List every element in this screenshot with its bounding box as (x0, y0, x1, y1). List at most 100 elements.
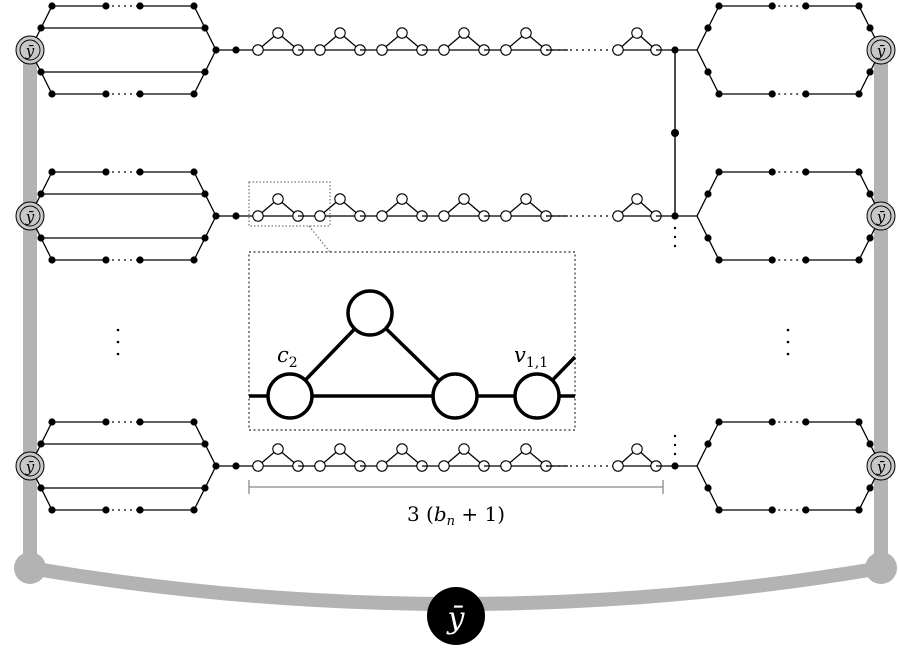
open-node (252, 44, 264, 56)
solid-node (866, 68, 874, 76)
solid-node (102, 256, 110, 264)
width-label: 3 (bn + 1) (407, 502, 505, 529)
open-node (272, 193, 284, 205)
solid-node (802, 90, 810, 98)
open-node (314, 210, 326, 222)
solid-node (232, 462, 240, 470)
solid-node (866, 440, 874, 448)
solid-node (802, 256, 810, 264)
solid-node (48, 256, 56, 264)
width-bracket (248, 480, 664, 494)
open-node (314, 44, 326, 56)
solid-node (855, 418, 863, 426)
solid-node (190, 168, 198, 176)
solid-node (768, 90, 776, 98)
solid-node (671, 462, 679, 470)
solid-node (48, 90, 56, 98)
solid-node (768, 168, 776, 176)
zoom-node-c2 (266, 372, 314, 420)
solid-node (768, 418, 776, 426)
solid-node (866, 190, 874, 198)
solid-node (136, 418, 144, 426)
zoom-source-box (248, 181, 331, 227)
open-node (520, 27, 532, 39)
open-node (396, 443, 408, 455)
solid-node (704, 440, 712, 448)
solid-node (136, 506, 144, 514)
solid-node (855, 90, 863, 98)
solid-node (48, 2, 56, 10)
solid-node (102, 168, 110, 176)
open-node (376, 44, 388, 56)
y-bar-hub-label: ȳ (446, 601, 466, 636)
hub-corner-left (14, 552, 46, 584)
y-bar-label: ȳ (25, 458, 35, 476)
solid-node (768, 2, 776, 10)
y-bar-label: ȳ (876, 42, 886, 60)
connector-node (671, 129, 679, 137)
zoom-node-apex (346, 289, 394, 337)
open-node (631, 27, 643, 39)
open-node (376, 460, 388, 472)
y-bar-label: ȳ (876, 208, 886, 226)
c2-label: c2 (277, 343, 298, 371)
open-node (520, 443, 532, 455)
open-node (334, 443, 346, 455)
solid-node (190, 418, 198, 426)
open-node (612, 210, 624, 222)
open-node (272, 443, 284, 455)
solid-node (190, 90, 198, 98)
zoom-node-v11 (513, 372, 561, 420)
solid-node (802, 168, 810, 176)
open-node (612, 44, 624, 56)
open-node (376, 210, 388, 222)
solid-node (704, 234, 712, 242)
solid-node (48, 418, 56, 426)
open-node (252, 210, 264, 222)
solid-node (136, 168, 144, 176)
open-node (520, 193, 532, 205)
solid-node (802, 2, 810, 10)
solid-node (866, 484, 874, 492)
solid-node (715, 506, 723, 514)
v11-label: v1,1 (514, 343, 548, 371)
open-node (334, 193, 346, 205)
solid-node (190, 506, 198, 514)
solid-node (48, 506, 56, 514)
open-node (500, 44, 512, 56)
solid-node (102, 2, 110, 10)
ellipsis-marks (116, 226, 790, 456)
solid-node (102, 506, 110, 514)
solid-node (715, 90, 723, 98)
solid-node (866, 234, 874, 242)
solid-node (136, 90, 144, 98)
solid-node (715, 2, 723, 10)
y-bar-hub-node (427, 587, 485, 645)
open-node (314, 460, 326, 472)
solid-node (704, 68, 712, 76)
open-node (438, 210, 450, 222)
solid-node (768, 506, 776, 514)
zoom-node-right (431, 372, 479, 420)
solid-node (190, 256, 198, 264)
solid-node (136, 2, 144, 10)
open-node (252, 460, 264, 472)
solid-node (802, 506, 810, 514)
solid-node (855, 506, 863, 514)
open-node (458, 27, 470, 39)
solid-node (232, 212, 240, 220)
solid-node (136, 256, 144, 264)
open-node (500, 210, 512, 222)
solid-node (768, 256, 776, 264)
y-bar-label: ȳ (25, 42, 35, 60)
solid-node (802, 418, 810, 426)
open-node (438, 460, 450, 472)
solid-node (48, 168, 56, 176)
solid-node (866, 24, 874, 32)
solid-node (232, 46, 240, 54)
